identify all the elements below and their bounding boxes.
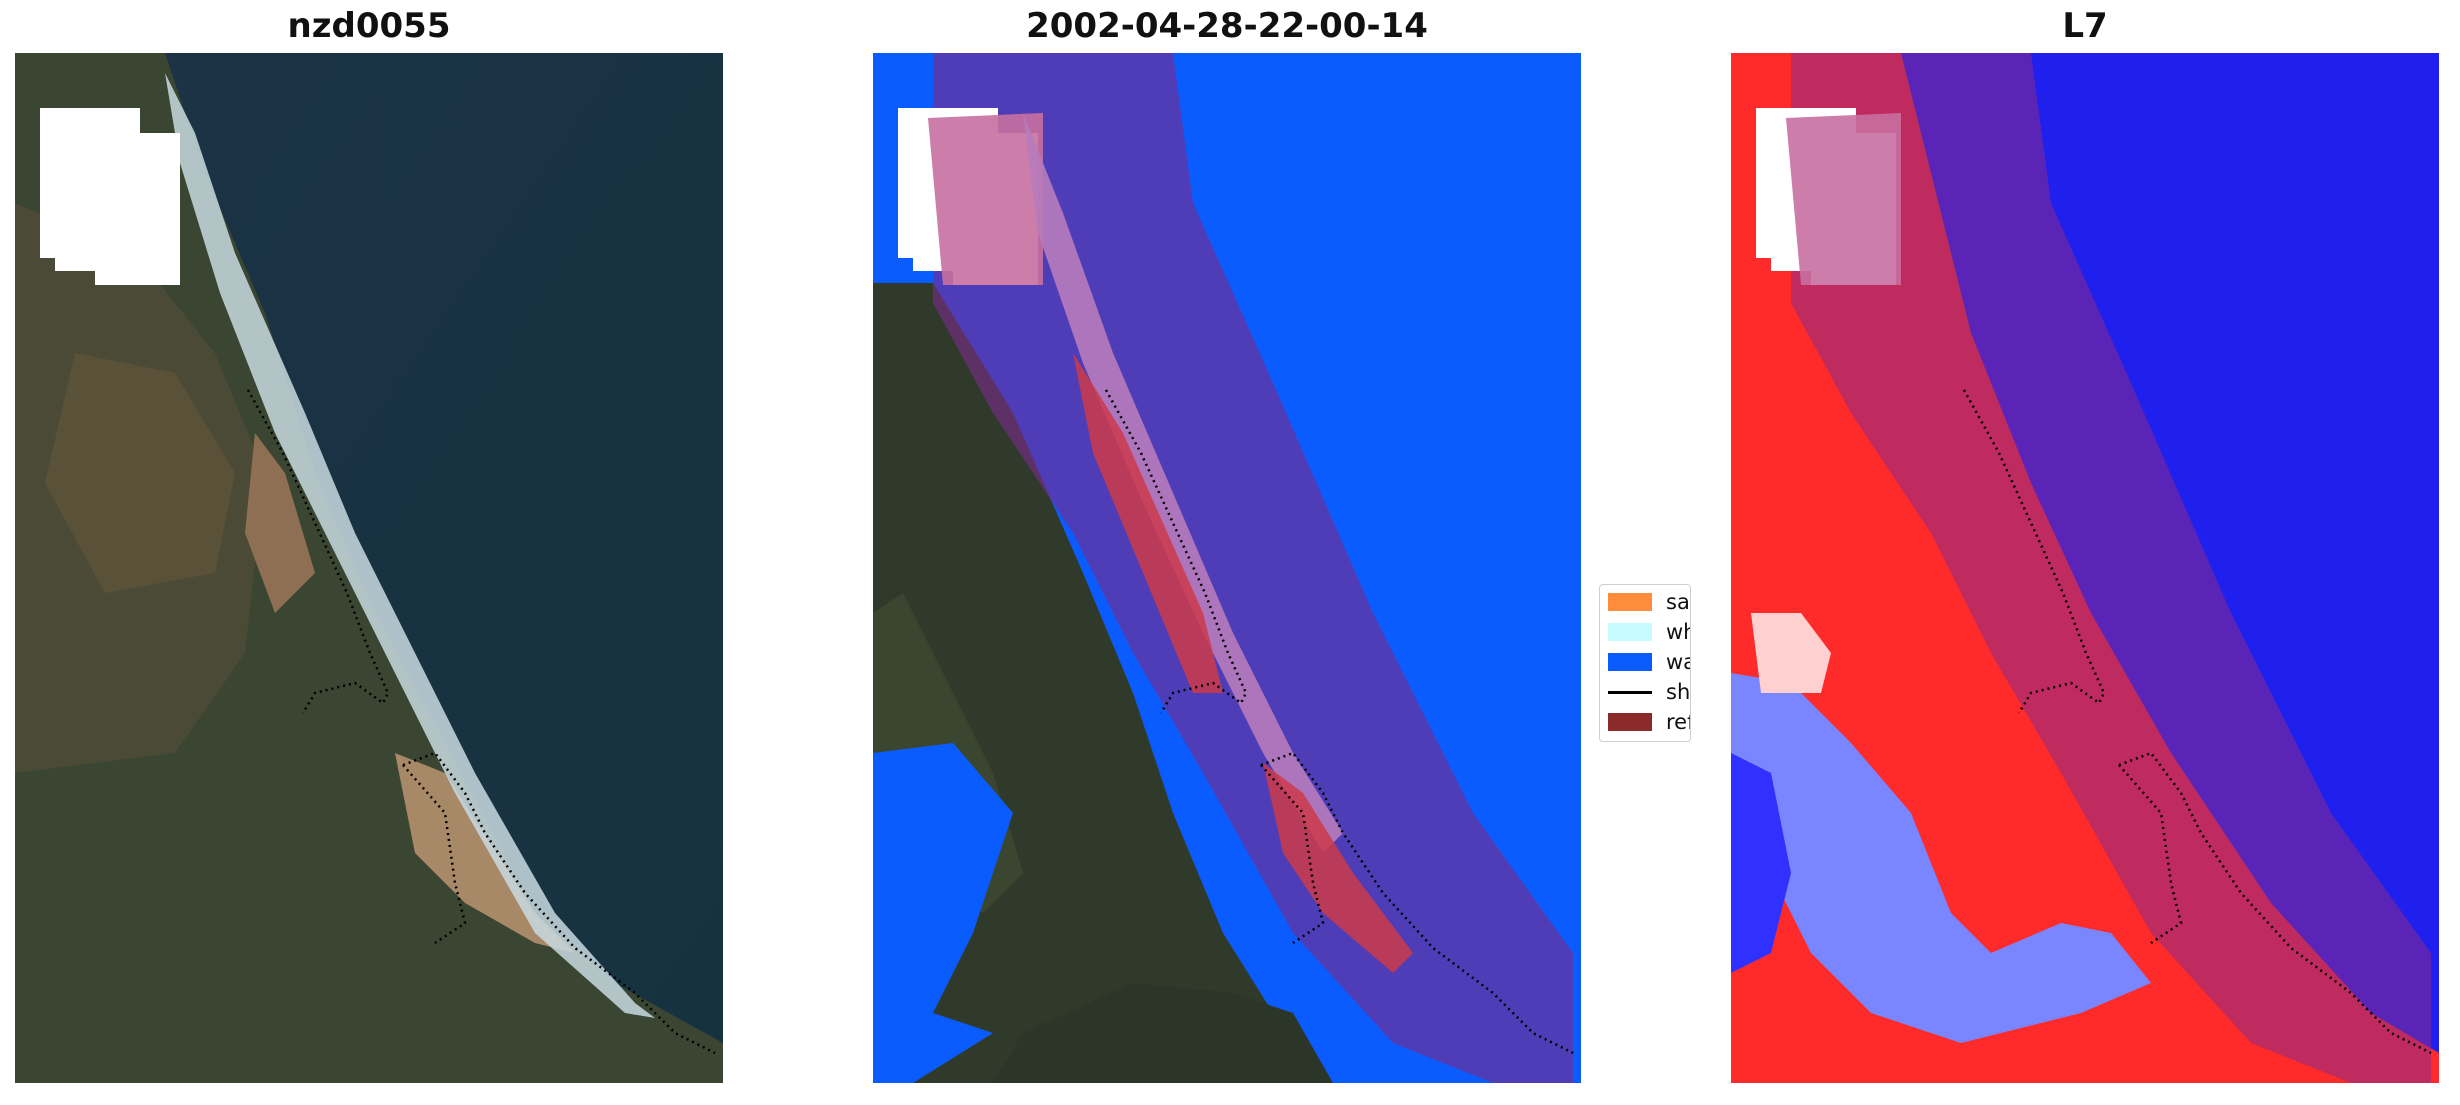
panel-title-classified: 2002-04-28-22-00-14 <box>1026 6 1428 46</box>
legend-label-sand: sand <box>1666 590 1690 614</box>
rgb-image-panel <box>15 53 723 1083</box>
legend: sand whitewater water shoreline referenc… <box>1599 584 1691 742</box>
legend-item-shoreline: shoreline <box>1600 675 1691 705</box>
panel-title-index: L7 <box>2062 6 2108 46</box>
legend-item-sand: sand <box>1600 585 1690 615</box>
classified-image <box>873 53 1581 1083</box>
legend-item-whitewater: whitewater <box>1600 615 1690 645</box>
legend-label-shoreline: shoreline <box>1666 680 1691 704</box>
classified-image-panel <box>873 53 1581 1083</box>
legend-swatch-sand <box>1608 593 1652 611</box>
index-image-panel <box>1731 53 2439 1083</box>
legend-swatch-water <box>1608 653 1652 671</box>
legend-label-water: water <box>1666 650 1690 674</box>
rgb-satellite-image <box>15 53 723 1083</box>
legend-label-reference-buffer: reference shoreline buffer <box>1666 710 1690 734</box>
legend-swatch-whitewater <box>1608 623 1652 641</box>
index-image <box>1731 53 2439 1083</box>
legend-item-reference-buffer: reference shoreline buffer <box>1600 705 1690 735</box>
legend-label-whitewater: whitewater <box>1666 620 1690 644</box>
legend-swatch-reference-buffer <box>1608 713 1652 731</box>
panel-title-rgb: nzd0055 <box>287 6 451 46</box>
legend-item-water: water <box>1600 645 1690 675</box>
legend-line-shoreline <box>1608 691 1652 694</box>
